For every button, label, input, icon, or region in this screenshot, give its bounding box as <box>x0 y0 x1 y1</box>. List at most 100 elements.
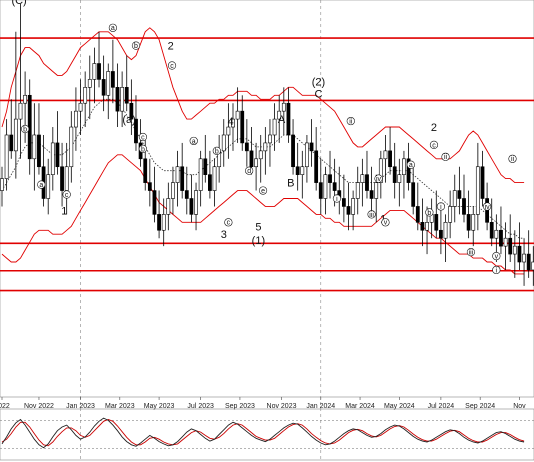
wave-label: C <box>314 88 322 100</box>
candle <box>60 142 64 207</box>
oscillator-panel <box>0 417 534 449</box>
candle-body <box>212 166 217 191</box>
candle-body <box>226 126 231 136</box>
candle-body <box>309 142 314 152</box>
candle <box>143 134 148 191</box>
candle <box>277 95 282 143</box>
candle <box>462 174 466 223</box>
wave-label-circled: iv <box>374 174 383 183</box>
candle-body <box>522 253 526 263</box>
candle-body <box>300 166 305 175</box>
candle <box>74 87 78 151</box>
candle <box>147 158 152 207</box>
candle <box>194 182 198 231</box>
candle-body <box>64 166 69 191</box>
candle-body <box>360 174 365 183</box>
x-tick-label: Sep 2023 <box>225 403 255 410</box>
candle-body <box>147 182 152 191</box>
candle <box>351 190 356 231</box>
candle-body <box>494 229 499 239</box>
wave-label-circle <box>483 202 492 211</box>
candle <box>254 142 259 191</box>
x-tick-label: Jan 2024 <box>306 403 335 410</box>
candle-body <box>110 71 115 88</box>
candle <box>106 63 111 120</box>
wave-label-circle <box>37 180 46 189</box>
candle <box>175 150 180 207</box>
candle-body <box>240 110 245 144</box>
candle <box>83 71 88 128</box>
wave-label-text: i <box>440 204 442 211</box>
wave-label-text: c <box>141 134 145 141</box>
candle-body <box>448 206 453 223</box>
candle-body <box>402 158 406 175</box>
wave-label-circled: i <box>332 194 342 203</box>
wave-label-circle <box>224 218 233 227</box>
candle-body <box>198 158 203 191</box>
candle-body <box>397 174 402 183</box>
candle-body <box>526 253 531 271</box>
wave-label-circle <box>429 140 439 150</box>
candle <box>397 158 402 207</box>
candle <box>110 39 115 104</box>
candle-body <box>383 150 388 160</box>
candle-body <box>466 214 471 231</box>
candle-body <box>263 142 268 152</box>
candle-body <box>189 198 194 215</box>
candle-body <box>97 63 101 80</box>
candle-body <box>166 198 171 215</box>
candle-body <box>143 158 148 183</box>
candle <box>512 230 517 278</box>
candle-body <box>171 182 175 199</box>
x-tick-label: Jan 2023 <box>66 403 95 410</box>
candle-body <box>369 190 374 199</box>
candle <box>55 111 60 175</box>
wave-label: 5 <box>255 221 261 233</box>
candle <box>97 31 101 88</box>
candle <box>263 127 268 175</box>
candle-body <box>291 134 295 168</box>
candle-body <box>277 110 282 120</box>
candle-body <box>531 261 534 271</box>
x-tick-label: Nov 2022 <box>24 403 54 410</box>
wave-label-circled: b <box>138 144 148 153</box>
candle-body <box>203 158 208 175</box>
bollinger-bands <box>1 27 525 275</box>
wave-label-circled: v <box>381 218 390 227</box>
candle <box>124 55 129 112</box>
candle-body <box>161 214 166 231</box>
wave-label-circled: c <box>167 61 177 70</box>
wave-label-circle <box>425 208 434 217</box>
wave-label-circled: ii <box>441 152 450 161</box>
candle <box>323 166 328 215</box>
wave-label-circle <box>131 41 141 50</box>
wave-label-circled: a <box>37 180 46 189</box>
wave-label: 2 <box>431 122 437 134</box>
oscillator-signal-line <box>1 419 525 447</box>
candle <box>240 95 245 151</box>
candle-body <box>388 150 392 168</box>
wave-label-circle <box>212 146 221 155</box>
candle-body <box>499 229 503 247</box>
candle-body <box>69 126 74 168</box>
candle <box>120 71 125 128</box>
wave-label: (1) <box>252 235 265 247</box>
candle <box>452 174 457 223</box>
wave-label-circle <box>374 174 383 183</box>
x-tick-label: Mar 2024 <box>345 403 375 410</box>
candle <box>341 174 346 223</box>
candle-body <box>305 142 309 168</box>
candle <box>508 214 513 263</box>
candle <box>184 166 189 215</box>
wave-label: 2 <box>168 41 174 53</box>
candle-body <box>281 102 286 112</box>
candle-body <box>346 206 351 215</box>
x-tick-label: Nov 2023 <box>267 403 297 410</box>
candle <box>268 119 272 167</box>
candle <box>522 238 526 286</box>
wave-label-circle <box>258 186 268 195</box>
wave-label-circled: b <box>131 41 141 50</box>
candle-body <box>272 118 277 136</box>
candle-body <box>328 174 332 183</box>
candle-body <box>475 166 480 215</box>
